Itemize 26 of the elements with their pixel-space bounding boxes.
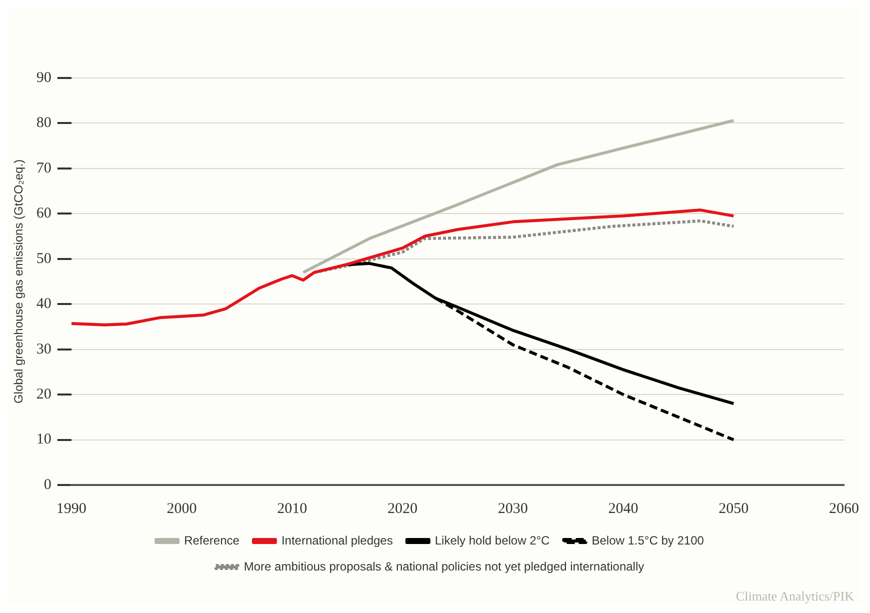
line-series [312,219,736,274]
x-tick-label: 2040 [608,500,638,517]
legend-label: Below 1.5°C by 2100 [592,533,704,548]
x-tick-label: 2020 [388,500,418,517]
legend-label: Likely hold below 2°C [434,533,550,548]
legend-label: More ambitious proposals & national policies not yet pledged internationally [244,559,644,574]
legend-label: Reference [184,533,240,548]
y-tick-label: 50 [36,250,52,267]
y-tick-label: 60 [36,206,52,222]
y-axis-title: Global greenhouse gas emissions (GtCO₂eq.) [12,159,26,404]
y-tick-label: 80 [36,115,52,132]
text: Climate Analytics/PIK [736,588,855,604]
x-tick-label: 2010 [277,500,308,517]
y-tick-label: 90 [36,70,52,86]
legend-label: International pledges [281,533,393,548]
y-tick-label: 10 [36,432,52,448]
x-tick-label: 2000 [166,500,197,517]
y-tick-label: 30 [36,341,52,358]
y-tick-label: 40 [36,296,52,312]
x-tick-label: 2060 [829,500,859,517]
y-tick-label: 70 [36,160,52,176]
x-tick-label: 2050 [718,500,749,517]
y-tick-label: 20 [36,386,52,402]
x-tick-label: 1990 [56,500,86,517]
x-tick-label: 2030 [498,500,528,517]
y-tick-label: 0 [44,476,52,493]
